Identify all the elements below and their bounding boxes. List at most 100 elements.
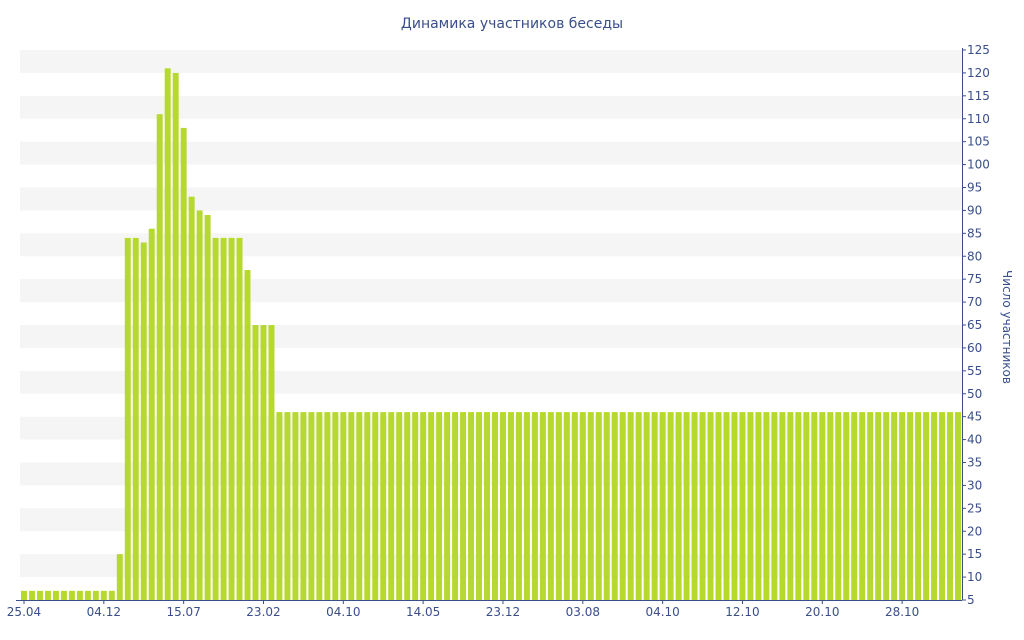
- bar: [476, 412, 483, 600]
- grid-band: [20, 95, 962, 119]
- bar: [819, 412, 826, 600]
- bar: [204, 215, 211, 600]
- y-tick-label: 35: [967, 456, 982, 470]
- bar: [851, 412, 858, 600]
- y-tick-label: 70: [967, 295, 982, 309]
- chart-title: Динамика участников беседы: [401, 16, 623, 32]
- y-tick-label: 90: [967, 203, 982, 217]
- x-tick-label: 25.04: [7, 605, 41, 619]
- bar: [124, 237, 131, 600]
- x-axis: 25.04 04.12 15.07 23.02 04.10 14.05 23.12 03.08…: [7, 600, 962, 619]
- bar: [531, 412, 538, 600]
- bar: [667, 412, 674, 600]
- x-tick-label: 14.05: [406, 605, 440, 619]
- y-tick-label: 15: [967, 547, 982, 561]
- bar: [388, 412, 395, 600]
- bar: [707, 412, 714, 600]
- grid-band: [20, 187, 962, 211]
- bar: [699, 412, 706, 600]
- bar: [651, 412, 658, 600]
- bar: [236, 237, 243, 600]
- bar: [468, 412, 475, 600]
- grid-band: [20, 233, 962, 257]
- bar: [116, 554, 123, 600]
- bar: [260, 325, 267, 600]
- bar: [156, 114, 163, 601]
- y-tick-label: 25: [967, 501, 982, 515]
- bar: [955, 412, 961, 600]
- bar: [148, 228, 155, 600]
- bar: [276, 412, 283, 600]
- bar: [316, 412, 323, 600]
- y-tick-label: 80: [967, 249, 982, 263]
- bar: [739, 412, 746, 600]
- bar: [755, 412, 762, 600]
- bar: [515, 412, 522, 600]
- bar: [843, 412, 850, 600]
- y-tick-label: 110: [967, 112, 990, 126]
- bar: [715, 412, 722, 600]
- y-axis: 5 10 15 20 25 30 35 40 45 50 55 60 65 70 75 80 85 90 95 100…: [962, 43, 990, 607]
- bar: [364, 412, 371, 600]
- y-tick-label: 65: [967, 318, 982, 332]
- bar: [76, 590, 83, 600]
- bar: [180, 127, 187, 601]
- bar: [372, 412, 379, 600]
- y-tick-label: 60: [967, 341, 982, 355]
- bar: [595, 412, 602, 600]
- bar: [835, 412, 842, 600]
- bar: [324, 412, 331, 600]
- bar: [436, 412, 443, 600]
- bar: [859, 412, 866, 600]
- bar: [795, 412, 802, 600]
- y-tick-label: 45: [967, 410, 982, 424]
- x-tick-label: 12.10: [725, 605, 759, 619]
- bar: [132, 237, 139, 600]
- bar: [691, 412, 698, 600]
- bar: [60, 590, 67, 600]
- y-tick-label: 95: [967, 181, 982, 195]
- bar: [108, 590, 115, 600]
- bar: [268, 325, 275, 600]
- bar: [683, 412, 690, 600]
- y-tick-label: 125: [967, 43, 990, 57]
- bar: [172, 72, 179, 600]
- bar: [44, 590, 51, 600]
- bar: [875, 412, 882, 600]
- bar: [931, 412, 938, 600]
- bar: [348, 412, 355, 600]
- bar: [659, 412, 666, 600]
- bar: [731, 412, 738, 600]
- bar: [484, 412, 490, 600]
- bars: [21, 68, 961, 601]
- bar: [915, 412, 922, 600]
- bar: [332, 412, 339, 600]
- grid-band: [20, 279, 962, 303]
- x-tick-label: 04.12: [87, 605, 121, 619]
- bar: [21, 590, 27, 600]
- bar: [140, 242, 147, 600]
- bar: [444, 412, 451, 600]
- bar: [579, 412, 586, 600]
- y-tick-label: 120: [967, 66, 990, 80]
- bar: [891, 412, 898, 600]
- bar: [396, 412, 403, 600]
- bar: [627, 412, 634, 600]
- bar: [787, 412, 794, 600]
- y-tick-label: 100: [967, 158, 990, 172]
- bar: [867, 412, 874, 600]
- y-tick-label: 5: [967, 593, 975, 607]
- bar: [563, 412, 570, 600]
- bar: [883, 412, 890, 600]
- y-tick-label: 105: [967, 135, 990, 149]
- bar: [100, 590, 107, 600]
- bar: [36, 590, 43, 600]
- y-tick-label: 115: [967, 89, 990, 103]
- bar: [507, 412, 514, 600]
- x-tick-label: 04.10: [326, 605, 360, 619]
- bar: [771, 412, 778, 600]
- y-tick-label: 30: [967, 478, 982, 492]
- bar: [907, 412, 914, 600]
- grid-band: [20, 50, 962, 73]
- y-axis-label: Число участников: [1000, 270, 1014, 384]
